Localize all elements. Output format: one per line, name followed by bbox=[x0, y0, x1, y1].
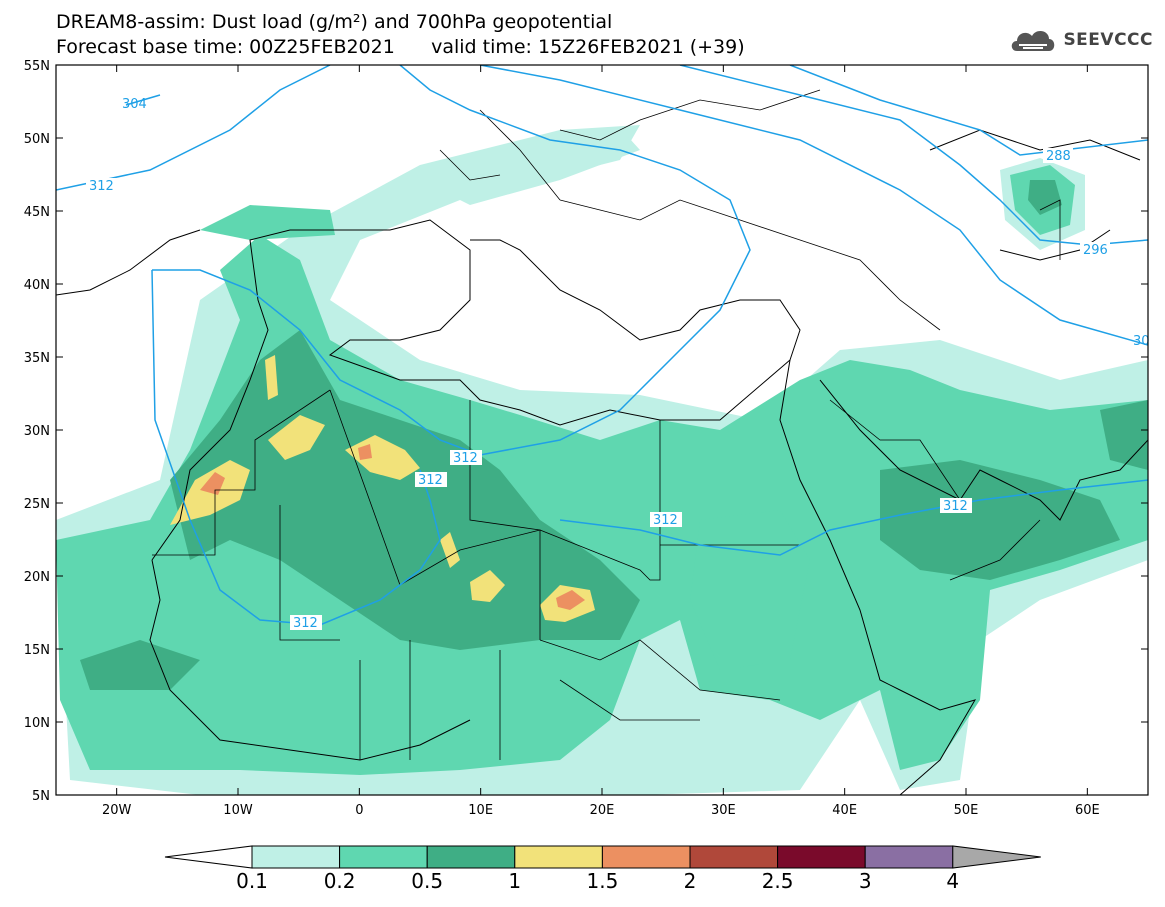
lat-label: 40N bbox=[24, 278, 50, 293]
contour-label: 312 bbox=[418, 473, 443, 488]
dust-region-medium bbox=[200, 205, 335, 240]
colorbar-label: 1 bbox=[508, 869, 521, 893]
colorbar-segment bbox=[864, 845, 954, 869]
colorbar-segment bbox=[601, 845, 691, 869]
contour-labels: 304 312 288 296 312 312 312 312 312 30 bbox=[86, 97, 1150, 631]
coastlines bbox=[56, 129, 1148, 795]
colorbar-over-arrow bbox=[952, 845, 1041, 869]
lat-label: 20N bbox=[24, 570, 50, 585]
colorbar-label: 0.2 bbox=[324, 869, 356, 893]
dust-region-dark bbox=[1028, 180, 1062, 215]
colorbar-segment bbox=[339, 845, 428, 869]
lon-label: 40E bbox=[832, 803, 857, 818]
dust-region-orange bbox=[200, 472, 225, 495]
dust-region-orange bbox=[358, 444, 372, 460]
colorbar-label: 4 bbox=[946, 869, 959, 893]
dust-field bbox=[56, 125, 1148, 795]
lon-label: 20W bbox=[102, 803, 132, 818]
lat-label: 55N bbox=[24, 59, 50, 74]
dust-region-yellow bbox=[440, 532, 460, 568]
lon-label: 20E bbox=[590, 803, 615, 818]
colorbar-segment bbox=[777, 845, 866, 869]
colorbar-under-arrow bbox=[164, 845, 253, 869]
dust-region-orange bbox=[556, 590, 585, 610]
dust-region-yellow bbox=[268, 415, 325, 460]
logo-text: SEEVCCC bbox=[1063, 30, 1153, 50]
colorbar-label: 0.1 bbox=[236, 869, 268, 893]
lon-label: 30E bbox=[711, 803, 736, 818]
cloud-icon bbox=[1012, 30, 1055, 51]
dust-region-yellow bbox=[265, 355, 278, 400]
lon-label: 0 bbox=[355, 803, 363, 818]
contour-label: 312 bbox=[89, 179, 114, 194]
lat-label: 15N bbox=[24, 643, 50, 658]
contour-label: 312 bbox=[453, 451, 478, 466]
contour-label: 304 bbox=[122, 97, 147, 112]
lat-label: 10N bbox=[24, 716, 50, 731]
colorbar-label: 2 bbox=[684, 869, 697, 893]
colorbar-label: 2.5 bbox=[762, 869, 794, 893]
contour-label: 312 bbox=[293, 616, 318, 631]
lon-label: 60E bbox=[1075, 803, 1100, 818]
longitude-axis: 20W 10W 0 10E 20E 30E 40E 50E 60E bbox=[102, 65, 1100, 818]
lon-label: 50E bbox=[954, 803, 979, 818]
lat-label: 35N bbox=[24, 351, 50, 366]
colorbar-legend: 0.1 0.2 0.5 1 1.5 2 2.5 3 4 bbox=[164, 845, 1041, 893]
dust-region-yellow bbox=[470, 570, 505, 602]
colorbar-segment bbox=[689, 845, 779, 869]
contour-label: 30 bbox=[1133, 334, 1150, 349]
lat-label: 30N bbox=[24, 424, 50, 439]
dust-region-light bbox=[440, 128, 640, 205]
lat-label: 5N bbox=[32, 789, 50, 804]
lon-label: 10E bbox=[468, 803, 493, 818]
colorbar-segment bbox=[514, 845, 603, 869]
base-time: Forecast base time: 00Z25FEB2021 bbox=[56, 36, 395, 58]
contour-label: 296 bbox=[1083, 243, 1108, 258]
colorbar-label: 0.5 bbox=[411, 869, 443, 893]
colorbar-segment bbox=[251, 845, 341, 869]
lat-label: 45N bbox=[24, 205, 50, 220]
contour-label: 288 bbox=[1046, 149, 1071, 164]
dust-region-dark bbox=[80, 640, 200, 690]
latitude-axis: 55N 50N 45N 40N 35N 30N 25N 20N 15N 10N 5N bbox=[24, 59, 1148, 804]
lon-label: 10W bbox=[223, 803, 253, 818]
dust-region-dark bbox=[170, 330, 640, 650]
dust-region-medium bbox=[690, 510, 810, 670]
seevccc-logo: SEEVCCC bbox=[1009, 25, 1153, 55]
map-subtitle: Forecast base time: 00Z25FEB2021 valid t… bbox=[56, 37, 745, 57]
valid-time: valid time: 15Z26FEB2021 (+39) bbox=[431, 36, 745, 58]
colorbar-label: 3 bbox=[859, 869, 872, 893]
colorbar-label: 1.5 bbox=[586, 869, 618, 893]
lat-label: 50N bbox=[24, 132, 50, 147]
map-title: DREAM8-assim: Dust load (g/m²) and 700hP… bbox=[56, 11, 613, 33]
colorbar-segment bbox=[426, 845, 516, 869]
lat-label: 25N bbox=[24, 497, 50, 512]
contour-label: 312 bbox=[653, 513, 678, 528]
contour-label: 312 bbox=[943, 499, 968, 514]
